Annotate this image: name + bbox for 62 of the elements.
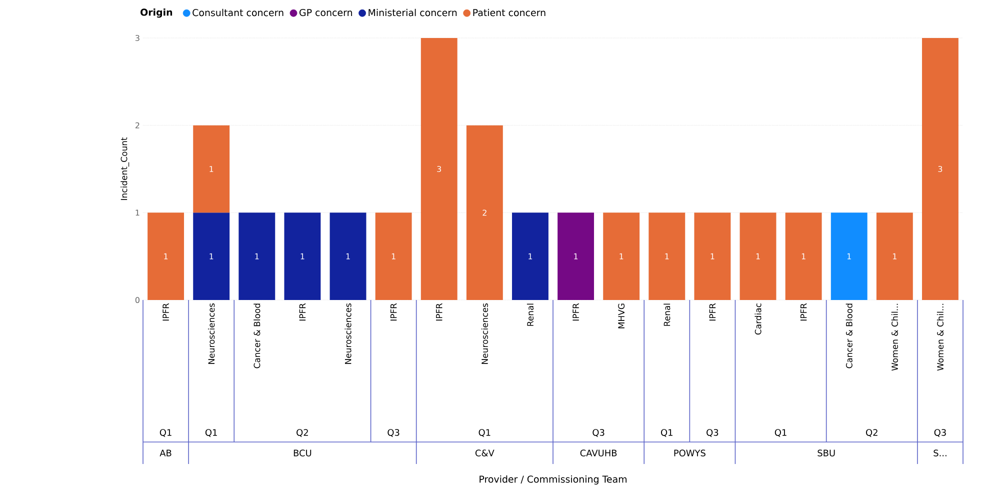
y-axis-title: Incident_Count <box>120 137 130 200</box>
bar <box>648 212 686 300</box>
text: C&V <box>475 450 494 456</box>
x-tick-label: Cardiac <box>754 304 762 335</box>
bar <box>330 212 366 300</box>
text: Q1 <box>774 429 786 437</box>
x-tick-label: Neurosciences <box>344 303 352 364</box>
text: S... <box>934 450 946 456</box>
x-tick-label: Neurosciences <box>208 303 215 364</box>
bar <box>148 212 184 300</box>
x-tick-label: Neurosciences <box>481 303 488 364</box>
legend-label: Ministerial concern <box>368 8 457 16</box>
bar <box>694 212 731 300</box>
x-tick-label: Cancer & Blood <box>254 304 260 368</box>
x-tick-label: MHVG <box>618 304 625 328</box>
bar <box>512 212 548 300</box>
text: Q2 <box>866 429 878 437</box>
x-tick-label: IPFR <box>572 303 579 321</box>
text: Q3 <box>934 429 946 437</box>
text: BCU <box>294 450 312 456</box>
bar <box>466 125 503 300</box>
bar <box>420 38 458 300</box>
bar <box>193 212 230 300</box>
text: POWYS <box>674 450 706 456</box>
legend-label: GP concern <box>300 8 352 16</box>
legend-label: Consultant concern <box>192 8 284 16</box>
x-tick-label: Women & Chil... <box>891 304 898 371</box>
x-tick-label: Renal <box>664 304 670 326</box>
x-tick-label: IPFR <box>162 303 169 321</box>
bar <box>830 212 868 300</box>
text: Q1 <box>205 429 217 437</box>
bar <box>876 212 913 300</box>
x-tick-label: Women & Chil... <box>936 304 944 371</box>
text: Q1 <box>661 429 672 437</box>
x-tick-label: IPFR <box>390 303 397 321</box>
bar <box>375 212 412 300</box>
x-tick-label: IPFR <box>436 303 442 321</box>
bar <box>193 125 230 213</box>
text: Q1 <box>478 429 490 437</box>
x-tick-label: Renal <box>526 304 534 326</box>
text: Q3 <box>706 429 718 437</box>
text: AB <box>160 450 172 456</box>
text: Q3 <box>388 429 400 437</box>
x-tick-label: Cancer & Blood <box>846 304 852 368</box>
bar <box>740 212 776 300</box>
text: Q2 <box>296 429 308 437</box>
bar <box>284 212 321 300</box>
x-tick-label: IPFR <box>800 303 807 321</box>
legend-title: Origin <box>140 8 172 18</box>
text: CAVUHB <box>580 450 617 456</box>
bar <box>922 38 958 300</box>
bar <box>558 212 594 300</box>
bar <box>238 212 276 300</box>
text: SBU <box>818 450 835 456</box>
text: Provider / Commissioning Team <box>480 475 627 485</box>
text: Q1 <box>160 429 172 437</box>
legend-label: Patient concern <box>473 8 546 16</box>
x-tick-label: IPFR <box>709 303 716 321</box>
x-tick-label: IPFR <box>299 303 306 321</box>
text: Q3 <box>592 429 604 437</box>
bar <box>603 212 640 300</box>
bar <box>785 212 822 300</box>
